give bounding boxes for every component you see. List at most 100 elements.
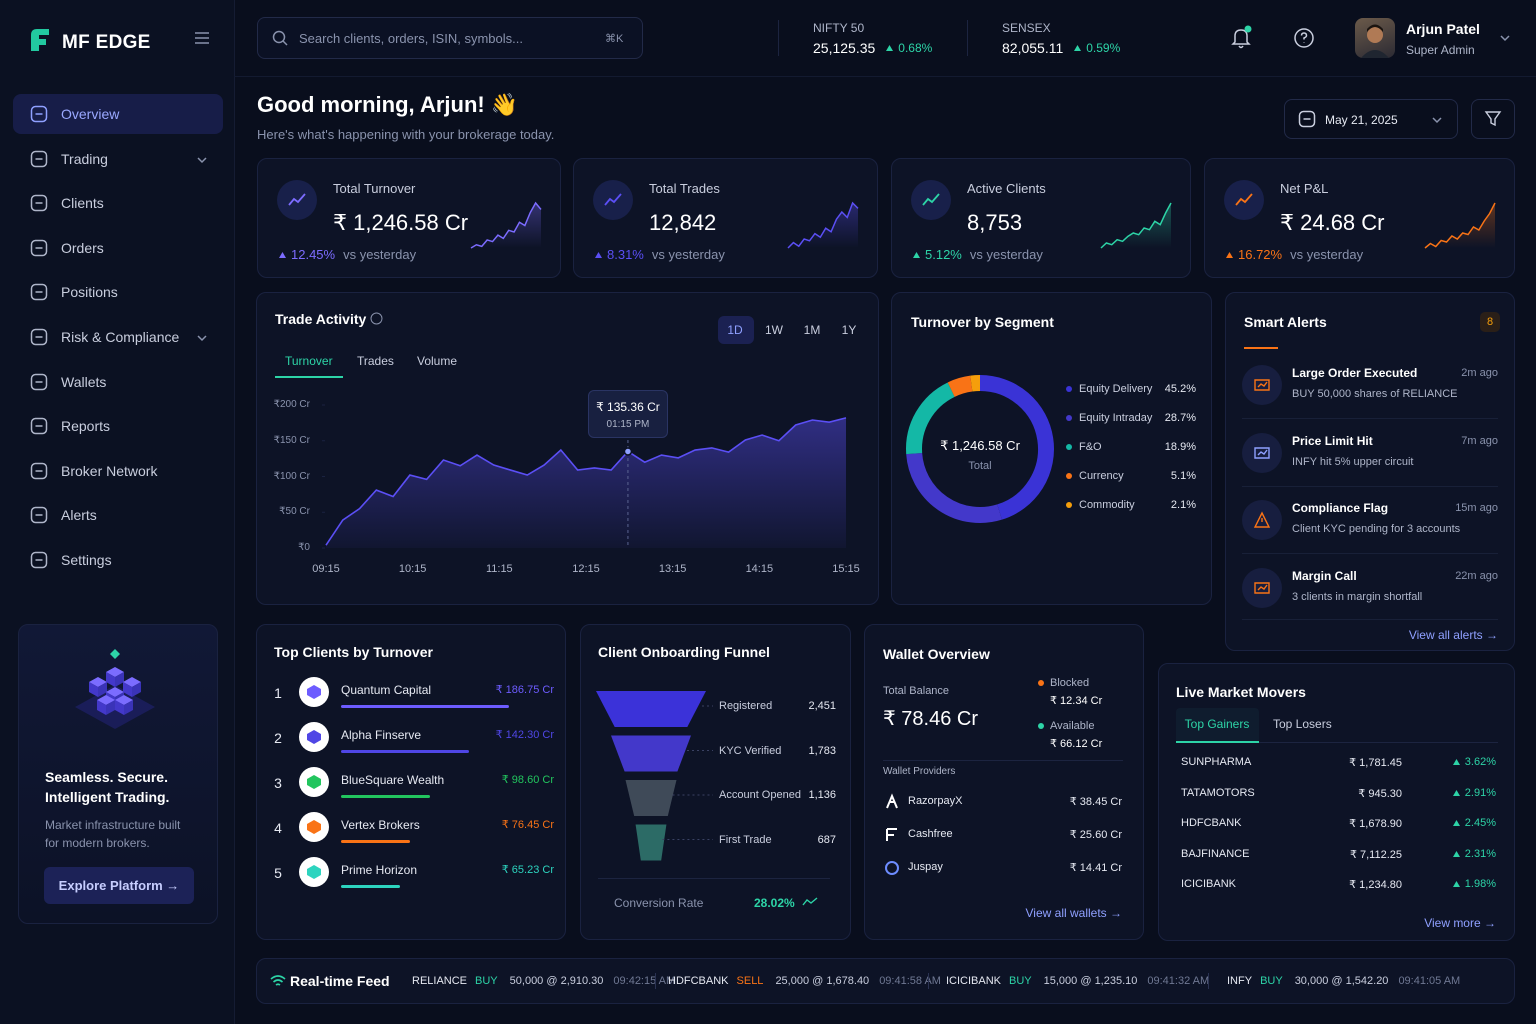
x-tick-label: 12:15 xyxy=(572,563,600,575)
conversion-label: Conversion Rate xyxy=(614,896,704,910)
up-arrow xyxy=(913,251,920,258)
index-row: 82,055.11 0.59% xyxy=(1002,40,1120,56)
range-button[interactable]: 1W xyxy=(765,323,783,337)
range-button[interactable]: 1Y xyxy=(841,323,857,337)
legend-label: Equity Delivery xyxy=(1079,383,1153,395)
x-tick-label: 14:15 xyxy=(745,563,774,575)
client-rank: 2 xyxy=(274,730,282,746)
x-tick-label: 13:15 xyxy=(658,563,687,575)
feed-icon xyxy=(270,975,286,986)
nav-item[interactable]: Trading xyxy=(61,150,108,167)
nav-icon xyxy=(30,462,48,480)
mover-price: ₹ 1,678.90 xyxy=(1349,818,1402,830)
movers-tab[interactable]: Top Gainers xyxy=(1184,717,1250,731)
feed-symbol: RELIANCE xyxy=(412,975,468,987)
client-name: Quantum Capital xyxy=(341,683,432,697)
client-name: Alpha Finserve xyxy=(341,728,422,742)
nav-item[interactable]: Broker Network xyxy=(61,462,158,479)
feed-time: 09:41:32 AM xyxy=(1147,975,1210,987)
header-bar xyxy=(234,0,1536,77)
feed-qty: 50,000 @ 2,910.30 xyxy=(509,975,604,987)
area xyxy=(326,417,846,548)
donut-segment xyxy=(906,382,955,455)
kpi-change-row: 12.45% vs yesterday xyxy=(279,247,416,262)
movers-tab[interactable]: Top Losers xyxy=(1273,717,1332,731)
mover-symbol: ICICIBANK xyxy=(1181,878,1237,890)
provider-name: Cashfree xyxy=(908,828,953,840)
available-dot xyxy=(1038,723,1044,729)
legend-value: 5.1% xyxy=(1170,470,1196,482)
funnel-value: 687 xyxy=(817,833,836,846)
search-box[interactable] xyxy=(257,17,643,59)
kpi-value: 12,842 xyxy=(649,210,717,235)
nav-item[interactable]: Overview xyxy=(61,106,120,122)
feed-item: HDFCBANK SELL 25,000 @ 1,678.40 09:41:58 AM xyxy=(668,975,941,987)
client-value: ₹ 98.60 Cr xyxy=(501,774,554,786)
sparkline-line xyxy=(1424,202,1496,249)
mover-price: ₹ 1,781.45 xyxy=(1349,757,1402,769)
provider-value: ₹ 14.41 Cr xyxy=(1069,862,1122,874)
funnel-value: 1,136 xyxy=(808,789,836,801)
separator xyxy=(1242,619,1498,620)
mover-change-row: 2.31% xyxy=(1452,848,1496,860)
kpi-value: ₹ 24.68 Cr xyxy=(1280,210,1385,235)
feed-side: BUY xyxy=(1009,975,1032,987)
explore-button[interactable]: Explore Platform → xyxy=(44,867,194,904)
calendar-icon xyxy=(1298,110,1316,128)
nav-item[interactable]: Reports xyxy=(61,418,111,435)
provider-name: Juspay xyxy=(908,861,943,873)
kpi-value: ₹ 1,246.58 Cr xyxy=(333,210,469,235)
chart-tab[interactable]: Trades xyxy=(357,354,394,368)
collapse-icon xyxy=(195,32,209,44)
legend-value: 18.9% xyxy=(1164,441,1196,453)
kpi-icon xyxy=(277,180,317,220)
funnel-stage xyxy=(596,691,706,727)
notification-dot xyxy=(1244,25,1252,33)
range-button[interactable]: 1M xyxy=(803,323,821,337)
greeting-subtitle: Here's what's happening with your broker… xyxy=(257,127,555,142)
mover-change-row: 3.62% xyxy=(1452,756,1496,768)
donut-segment xyxy=(970,375,981,392)
feed-qty: 15,000 @ 1,235.10 xyxy=(1043,975,1138,987)
funnel-stage xyxy=(610,735,692,772)
feed-item: INFY BUY 30,000 @ 1,542.20 09:41:05 AM xyxy=(1227,975,1460,987)
nav-icon xyxy=(30,507,48,524)
view-all-alerts[interactable]: View all alerts → xyxy=(1408,628,1498,642)
kpi-change: 5.12% xyxy=(925,247,962,262)
mover-change: 3.62% xyxy=(1464,756,1496,768)
wallet-total-label: Total Balance xyxy=(883,685,950,697)
panel-title: Client Onboarding Funnel xyxy=(598,644,770,660)
nav-item[interactable]: Risk & Compliance xyxy=(61,329,180,345)
nav-item[interactable]: Clients xyxy=(61,195,104,212)
nav-item[interactable]: Wallets xyxy=(61,373,107,390)
nav-item[interactable]: Alerts xyxy=(61,507,97,524)
index-value: 25,125.35 xyxy=(813,40,876,56)
kpi-icon xyxy=(911,180,951,220)
feed-symbol: ICICIBANK xyxy=(946,975,1002,987)
mover-change: 1.98% xyxy=(1464,878,1496,890)
legend-dot xyxy=(1066,415,1072,421)
chart-tab[interactable]: Turnover xyxy=(285,354,333,368)
nav-icon xyxy=(30,150,48,167)
chart-tab[interactable]: Volume xyxy=(417,354,458,368)
y-tick-label: ₹200 Cr xyxy=(273,399,310,410)
up-arrow xyxy=(1452,881,1460,887)
nav-item[interactable]: Orders xyxy=(61,239,104,256)
cube xyxy=(106,700,115,715)
kpi-change-row: 5.12% vs yesterday xyxy=(913,247,1043,262)
client-bar xyxy=(341,750,469,753)
alert-time: 15m ago xyxy=(1455,502,1498,514)
range-button[interactable]: 1D xyxy=(727,323,743,337)
view-more[interactable]: View more → xyxy=(1424,916,1496,930)
kpi-title: Total Turnover xyxy=(333,181,416,196)
filter-button[interactable] xyxy=(1471,99,1515,139)
feed-time: 09:41:58 AM xyxy=(879,975,941,987)
y-tick-label: ₹150 Cr xyxy=(273,434,310,446)
sparkline-line xyxy=(470,201,542,249)
nav-icon xyxy=(30,105,48,123)
kpi-title: Total Trades xyxy=(649,181,720,196)
nav-item[interactable]: Settings xyxy=(61,552,112,568)
date-picker[interactable] xyxy=(1284,99,1458,139)
view-all-wallets[interactable]: View all wallets → xyxy=(1025,906,1122,920)
nav-item[interactable]: Positions xyxy=(61,284,118,301)
